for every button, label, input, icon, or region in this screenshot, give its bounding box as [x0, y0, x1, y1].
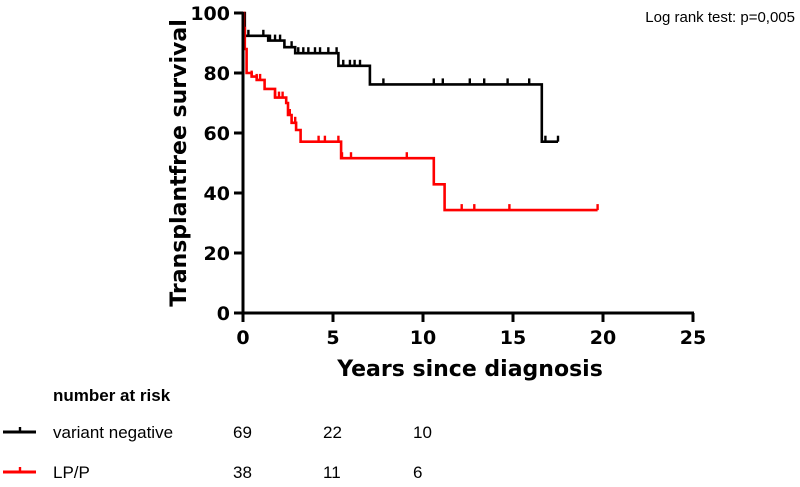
risk-count: 11 [323, 463, 341, 482]
y-tick-label: 60 [204, 123, 230, 145]
x-tick-label: 25 [680, 327, 706, 349]
number-at-risk-title: number at risk [53, 386, 171, 405]
risk-count: 6 [413, 463, 422, 482]
y-axis-label: Transplantfree survival [167, 19, 192, 307]
x-tick-label: 10 [410, 327, 436, 349]
risk-count: 22 [323, 423, 342, 442]
series-0 [243, 11, 560, 143]
plot-area [242, 11, 599, 212]
number-at-risk-table: number at risk variant negative 69 22 10 LP/… [3, 386, 432, 482]
y-tick-label: 100 [190, 3, 230, 25]
x-tick-label: 20 [590, 327, 616, 349]
x-tick-label: 0 [236, 327, 249, 349]
log-rank-annotation: Log rank test: p=0,005 [645, 9, 795, 26]
y-tick-label: 80 [204, 63, 230, 85]
legend-label: LP/P [53, 463, 90, 482]
series-1 [242, 11, 599, 212]
survival-curve [243, 11, 558, 143]
risk-count: 69 [233, 423, 252, 442]
y-tick-label: 40 [204, 183, 230, 205]
axes: 0 20 40 60 80 100 0 5 10 15 20 25 [190, 3, 706, 349]
x-tick-label: 15 [500, 327, 526, 349]
risk-count: 38 [233, 463, 252, 482]
y-tick-label: 0 [217, 303, 230, 325]
x-axis-label: Years since diagnosis [336, 357, 603, 382]
survival-curve [242, 11, 598, 212]
legend-label: variant negative [53, 423, 173, 442]
risk-count: 10 [413, 423, 432, 442]
x-tick-label: 5 [326, 327, 339, 349]
y-tick-label: 20 [204, 243, 230, 265]
